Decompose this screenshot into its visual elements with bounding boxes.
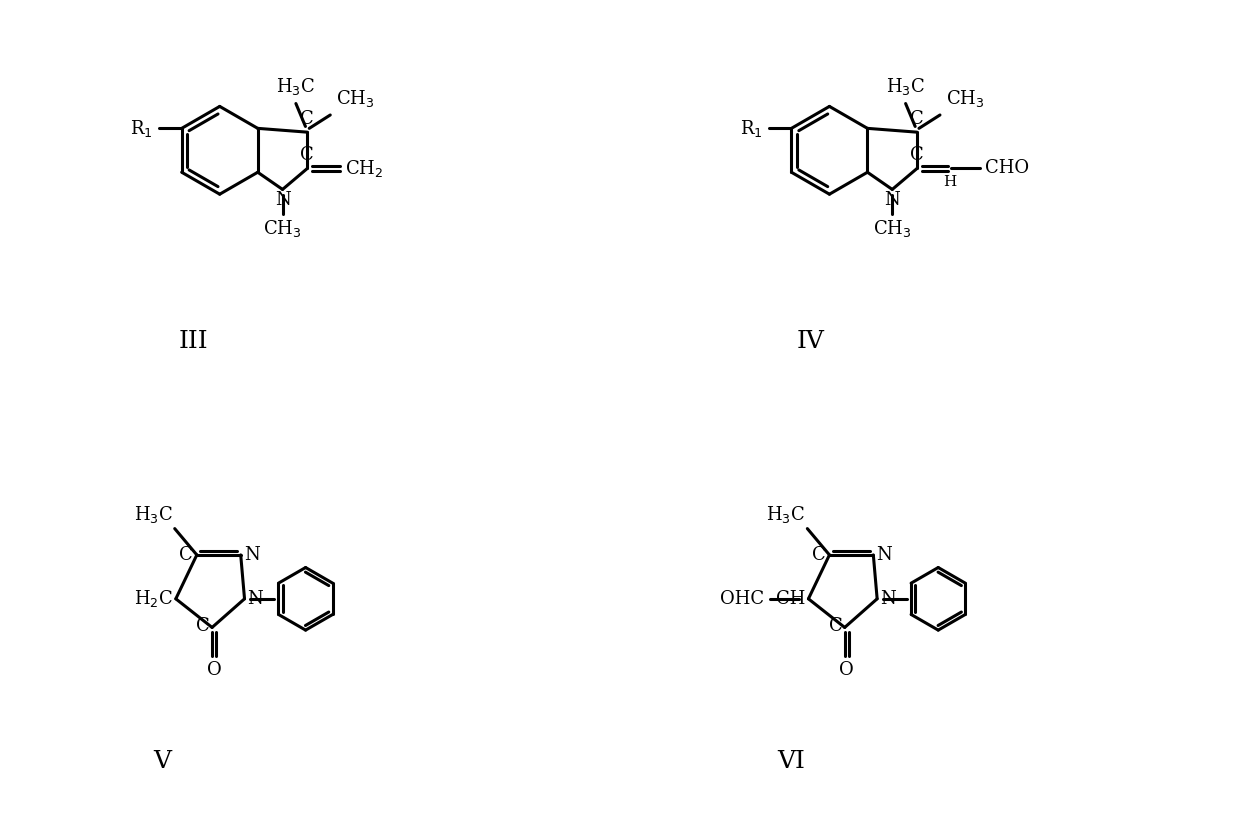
Text: CH$_3$: CH$_3$ bbox=[263, 218, 301, 239]
Text: V: V bbox=[154, 750, 171, 772]
Text: CH$_3$: CH$_3$ bbox=[946, 89, 985, 109]
Text: H$_2$C: H$_2$C bbox=[134, 589, 172, 610]
Text: OHC: OHC bbox=[720, 590, 765, 608]
Text: N: N bbox=[884, 191, 900, 210]
Text: H$_3$C: H$_3$C bbox=[134, 504, 172, 524]
Text: R$_1$: R$_1$ bbox=[740, 118, 763, 139]
Text: CHO: CHO bbox=[985, 159, 1029, 177]
Text: CH$_3$: CH$_3$ bbox=[336, 89, 374, 109]
Text: N: N bbox=[880, 590, 897, 608]
Text: CH$_2$: CH$_2$ bbox=[345, 158, 383, 179]
Text: H$_3$C: H$_3$C bbox=[277, 76, 315, 97]
Text: C: C bbox=[180, 546, 193, 564]
Text: CH$_3$: CH$_3$ bbox=[873, 218, 911, 239]
Text: C: C bbox=[910, 146, 924, 164]
Text: C: C bbox=[830, 616, 843, 635]
Text: N: N bbox=[248, 590, 263, 608]
Text: N: N bbox=[275, 191, 290, 210]
Text: H$_3$C: H$_3$C bbox=[887, 76, 925, 97]
Text: N: N bbox=[244, 546, 259, 564]
Text: R$_1$: R$_1$ bbox=[130, 118, 153, 139]
Text: VI: VI bbox=[777, 750, 805, 772]
Text: O: O bbox=[207, 660, 222, 679]
Text: C: C bbox=[196, 616, 210, 635]
Text: N: N bbox=[877, 546, 892, 564]
Text: H$_3$C: H$_3$C bbox=[766, 504, 806, 524]
Text: C: C bbox=[910, 109, 924, 128]
Text: C: C bbox=[300, 146, 314, 164]
Text: IV: IV bbox=[796, 330, 825, 352]
Text: H: H bbox=[942, 175, 956, 190]
Text: C: C bbox=[812, 546, 826, 564]
Text: O: O bbox=[839, 660, 854, 679]
Text: CH: CH bbox=[776, 590, 806, 608]
Text: III: III bbox=[179, 330, 208, 352]
Text: C: C bbox=[300, 109, 314, 128]
